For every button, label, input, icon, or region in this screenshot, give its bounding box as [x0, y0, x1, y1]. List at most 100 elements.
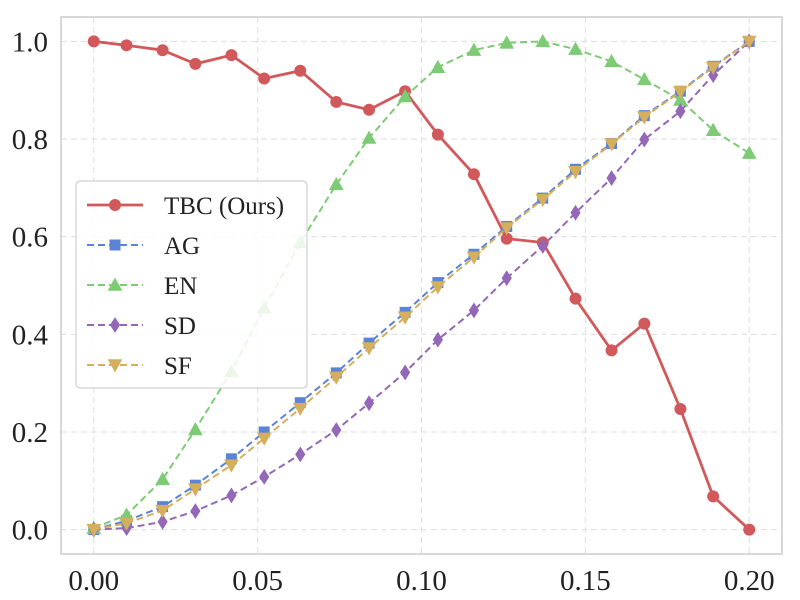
x-tick-label: 0.05: [232, 565, 283, 597]
plot-area-frame: [60, 16, 783, 555]
legend-label: TBC (Ours): [164, 193, 284, 220]
data-point-sd: [501, 270, 512, 287]
tick-labels: 0.00 0.05 0.10 0.15 0.20 0.0 0.2 0.4 0.6 0.8 1.0: [12, 26, 775, 597]
series-sf: [86, 35, 757, 538]
y-tick-label: 0.8: [12, 124, 48, 156]
legend-box: [75, 180, 308, 389]
data-point-en: [188, 421, 203, 436]
data-point-sf: [292, 402, 308, 417]
data-point-sd: [363, 395, 375, 412]
series-line-en: [93, 40, 750, 530]
data-point-en: [604, 53, 619, 68]
data-point-sf: [637, 111, 652, 125]
data-point-sf: [155, 504, 170, 519]
data-point-sd: [259, 468, 270, 485]
data-point-sf: [568, 166, 583, 180]
data-point-sd: [537, 238, 548, 254]
data-point-en: [466, 42, 482, 56]
data-point-sd: [708, 67, 719, 84]
legend-item-tbc-ours: TBC (Ours): [87, 193, 284, 220]
data-point-sf: [256, 432, 272, 446]
data-point-sf: [535, 193, 551, 208]
data-point-sf: [499, 222, 515, 236]
data-point-sf: [673, 85, 688, 100]
legend-label: EN: [164, 273, 197, 300]
data-point-sf: [188, 483, 203, 497]
data-point-sf: [119, 517, 134, 531]
data-point-sf: [741, 35, 757, 49]
data-point-tbc-ours: [431, 128, 444, 141]
data-point-tbc-ours: [467, 168, 480, 181]
data-point-en: [705, 122, 721, 136]
data-point-sd: [331, 422, 342, 438]
data-point-sd: [157, 513, 168, 530]
data-point-sd: [468, 302, 480, 319]
data-point-sd: [639, 131, 650, 148]
data-point-en: [535, 33, 551, 48]
y-tick-label: 0.6: [12, 222, 48, 254]
x-tick-label: 0.15: [560, 565, 611, 597]
data-point-tbc-ours: [87, 35, 100, 48]
data-point-sd: [606, 170, 617, 187]
data-point-en: [430, 59, 446, 73]
series-layer: [86, 33, 757, 538]
legend-item-ag: AG: [87, 233, 200, 260]
data-point-en: [568, 41, 583, 55]
data-point-tbc-ours: [189, 57, 202, 70]
data-point-en: [637, 71, 652, 86]
data-point-sf: [430, 281, 446, 295]
legend-marker: [107, 277, 123, 291]
data-point-en: [397, 89, 413, 103]
legend-label: SD: [164, 313, 196, 340]
data-point-tbc-ours: [605, 344, 618, 357]
data-point-tbc-ours: [674, 403, 687, 416]
data-point-sf: [328, 371, 344, 385]
series-line-tbc-ours: [93, 40, 751, 531]
legend: TBC (Ours) AG EN SD SF: [75, 180, 308, 389]
data-point-sd: [400, 364, 411, 381]
legend-label: AG: [164, 233, 200, 260]
data-point-tbc-ours: [363, 103, 376, 116]
legend-marker: [109, 239, 121, 251]
data-point-sf: [361, 342, 377, 356]
x-tick-label: 0.20: [724, 565, 775, 597]
data-point-sf: [397, 311, 413, 325]
data-point-sd: [295, 446, 306, 463]
legend-marker: [107, 359, 123, 373]
data-point-tbc-ours: [707, 490, 720, 503]
legend-item-sf: SF: [87, 353, 192, 380]
series-en: [86, 33, 757, 534]
legend-label: SF: [164, 353, 192, 380]
data-point-en: [328, 176, 344, 191]
data-point-en: [361, 130, 377, 144]
data-point-tbc-ours: [638, 317, 651, 330]
data-point-tbc-ours: [569, 292, 582, 305]
legend-marker: [109, 317, 121, 333]
data-point-sd: [432, 331, 443, 348]
data-point-sf: [86, 523, 102, 538]
data-point-sd: [675, 103, 686, 120]
data-point-en: [741, 145, 757, 159]
x-tick-label: 0.00: [68, 565, 119, 597]
data-point-sf: [604, 138, 619, 152]
data-point-sf: [224, 459, 239, 473]
y-tick-label: 0.4: [12, 319, 49, 351]
data-point-tbc-ours: [258, 72, 271, 85]
data-point-tbc-ours: [294, 64, 307, 77]
data-point-en: [155, 471, 170, 486]
data-point-sf: [466, 251, 482, 265]
data-point-tbc-ours: [156, 44, 169, 57]
data-point-tbc-ours: [743, 523, 756, 536]
data-point-sd: [190, 503, 201, 519]
legend-item-sd: SD: [87, 313, 196, 340]
data-point-en: [499, 35, 515, 49]
data-point-tbc-ours: [330, 95, 343, 108]
data-point-sd: [226, 487, 237, 504]
series-tbc-ours: [87, 35, 756, 536]
data-point-tbc-ours: [225, 49, 238, 62]
legend-marker: [109, 199, 121, 211]
data-point-sd: [570, 204, 581, 221]
legend-item-en: EN: [87, 273, 197, 300]
data-point-tbc-ours: [120, 39, 133, 52]
y-tick-label: 0.0: [12, 515, 48, 547]
